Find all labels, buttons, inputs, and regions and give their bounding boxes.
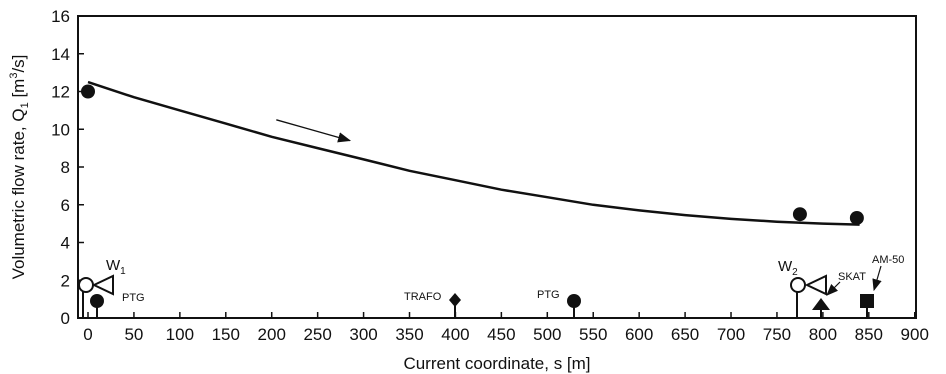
y-tick-label: 0 <box>61 309 70 328</box>
measured-points <box>81 84 864 225</box>
am50-marker <box>860 294 874 308</box>
valve-icon <box>91 274 114 296</box>
y-tick-label: 6 <box>61 196 70 215</box>
w2-fan-symbol <box>790 274 827 318</box>
x-tick-label: 350 <box>395 325 423 344</box>
y-axis-ticks: 0 2 4 6 8 10 12 14 16 <box>51 7 84 328</box>
trafo-label: TRAFO <box>404 291 442 303</box>
x-tick-label: 750 <box>763 325 791 344</box>
x-tick-label: 400 <box>441 325 469 344</box>
w1-label: W1 <box>106 257 126 277</box>
x-tick-label: 100 <box>166 325 194 344</box>
x-tick-label: 300 <box>349 325 377 344</box>
w2-label: W2 <box>778 258 798 278</box>
x-tick-label: 150 <box>212 325 240 344</box>
x-axis-label: Current coordinate, s [m] <box>403 354 590 373</box>
data-point <box>792 207 807 222</box>
data-point <box>849 210 864 225</box>
fan-circle-icon <box>790 277 806 293</box>
x-tick-label: 0 <box>83 325 92 344</box>
x-tick-label: 900 <box>901 325 929 344</box>
x-tick-label: 600 <box>625 325 653 344</box>
flow-rate-line <box>87 80 860 226</box>
x-tick-label: 500 <box>533 325 561 344</box>
am50-pointer-arrow <box>872 265 882 292</box>
fan-circle-icon <box>78 277 94 293</box>
y-tick-label: 12 <box>51 83 70 102</box>
am50-label: AM-50 <box>872 254 904 266</box>
skat-label: SKAT <box>838 271 866 283</box>
y-tick-label: 16 <box>51 7 70 26</box>
valve-icon <box>804 274 827 296</box>
ptg-left-label: PTG <box>122 292 145 304</box>
y-tick-label: 14 <box>51 45 70 64</box>
y-axis-label: Volumetric flow rate, Q1 [m3/s] <box>8 55 31 280</box>
y-tick-label: 2 <box>61 271 70 290</box>
x-tick-label: 650 <box>671 325 699 344</box>
data-point <box>81 84 95 99</box>
flow-direction-arrow <box>276 119 352 143</box>
x-tick-label: 50 <box>124 325 143 344</box>
x-tick-label: 200 <box>258 325 286 344</box>
x-tick-label: 450 <box>487 325 515 344</box>
x-axis-ticks: 0 50 100 150 200 250 300 350 400 450 500 550 600 650 7… <box>83 312 929 344</box>
w1-fan-symbol <box>78 274 114 318</box>
ptg-mid-label: PTG <box>537 289 560 301</box>
skat-pointer-arrow <box>826 281 841 296</box>
x-tick-label: 850 <box>855 325 883 344</box>
y-tick-label: 10 <box>51 120 70 139</box>
x-tick-label: 700 <box>717 325 745 344</box>
skat-marker <box>812 298 830 310</box>
x-tick-label: 800 <box>809 325 837 344</box>
y-tick-label: 8 <box>61 158 70 177</box>
y-tick-label: 4 <box>61 234 70 253</box>
x-tick-label: 550 <box>579 325 607 344</box>
x-tick-label: 250 <box>303 325 331 344</box>
